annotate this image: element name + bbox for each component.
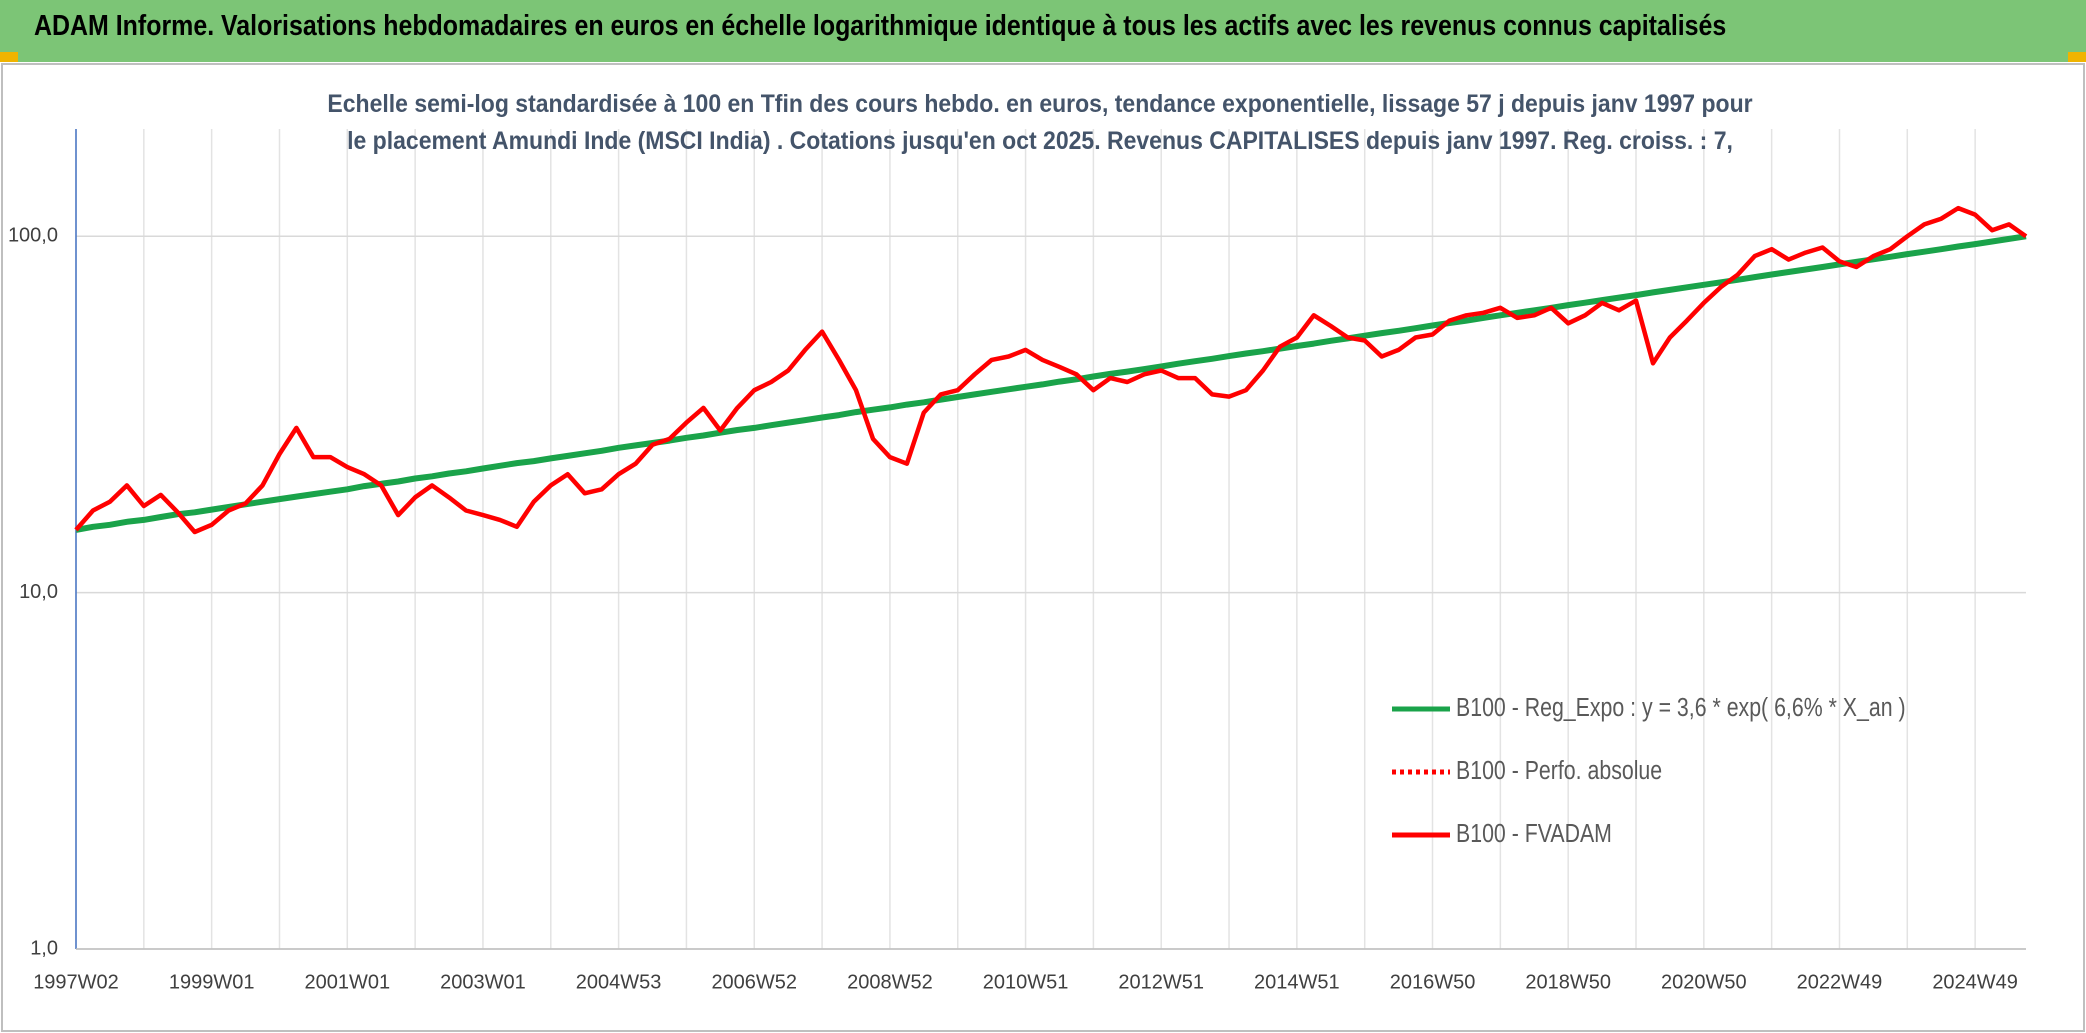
- x-tick-label: 2004W53: [576, 971, 662, 993]
- x-tick-label: 2018W50: [1525, 971, 1611, 993]
- corner: [2068, 52, 2086, 62]
- x-tick-label: 2001W01: [304, 971, 390, 993]
- x-tick-label: 2006W52: [711, 971, 797, 993]
- x-tick-label: 2016W50: [1390, 971, 1476, 993]
- header-bar: ADAM Informe. Valorisations hebdomadaire…: [0, 0, 2086, 62]
- x-tick-label: 1997W02: [33, 971, 119, 993]
- x-tick-label: 2014W51: [1254, 971, 1340, 993]
- chart-frame: [1, 63, 2085, 1032]
- x-tick-label: 2012W51: [1118, 971, 1204, 993]
- x-tick-label: 2008W52: [847, 971, 933, 993]
- data-line: [75, 233, 2027, 533]
- x-tick-label: 2020W50: [1661, 971, 1747, 993]
- y-tick-label: 10,0: [19, 581, 58, 603]
- x-tick-label: 2003W01: [440, 971, 526, 993]
- x-tick-label: 2022W49: [1797, 971, 1883, 993]
- legend-label: B100 - FVADAM: [1456, 819, 1612, 849]
- x-tick-label: 1999W01: [169, 971, 255, 993]
- legend-label: B100 - Perfo. absolue: [1456, 756, 1662, 786]
- legend-label: B100 - Reg_Expo : y = 3,6 * exp( 6,6% * …: [1456, 693, 1906, 723]
- y-tick-label: 1,0: [30, 937, 58, 959]
- y-tick-label: 100,0: [8, 225, 58, 247]
- chart-subtitle: Echelle semi-log standardisée à 100 en T…: [327, 90, 1753, 155]
- corner: [0, 52, 18, 62]
- data-line: [74, 205, 2028, 535]
- x-tick-label: 2024W49: [1932, 971, 2018, 993]
- x-tick-label: 2010W51: [983, 971, 1069, 993]
- page-title: ADAM Informe. Valorisations hebdomadaire…: [34, 10, 1727, 42]
